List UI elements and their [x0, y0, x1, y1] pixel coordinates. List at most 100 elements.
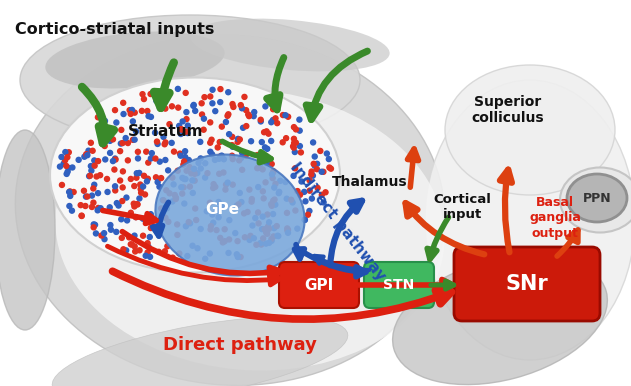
Ellipse shape	[560, 168, 631, 232]
Circle shape	[144, 149, 149, 154]
Ellipse shape	[50, 78, 340, 273]
Circle shape	[126, 158, 131, 163]
Circle shape	[177, 124, 182, 129]
Circle shape	[112, 184, 117, 189]
Circle shape	[208, 227, 213, 232]
Circle shape	[192, 171, 197, 176]
Circle shape	[198, 156, 203, 161]
Circle shape	[210, 212, 215, 217]
Circle shape	[186, 123, 191, 128]
Circle shape	[69, 208, 74, 213]
Circle shape	[183, 176, 188, 181]
Circle shape	[107, 205, 112, 210]
Text: Indirect pathway: Indirect pathway	[287, 160, 389, 284]
Circle shape	[153, 175, 158, 180]
Circle shape	[59, 183, 64, 188]
Circle shape	[274, 121, 280, 126]
Circle shape	[297, 117, 302, 122]
Circle shape	[153, 156, 158, 161]
Circle shape	[242, 95, 247, 99]
Circle shape	[211, 186, 216, 191]
Circle shape	[208, 149, 213, 154]
Text: Superior
colliculus: Superior colliculus	[472, 95, 545, 125]
Circle shape	[199, 112, 204, 117]
Circle shape	[238, 254, 243, 259]
Circle shape	[319, 192, 324, 197]
Circle shape	[262, 227, 267, 232]
Circle shape	[88, 140, 93, 145]
Circle shape	[208, 120, 213, 125]
Circle shape	[114, 229, 119, 234]
Circle shape	[286, 227, 290, 232]
Circle shape	[216, 171, 221, 176]
Circle shape	[223, 187, 228, 192]
Circle shape	[215, 208, 220, 213]
Circle shape	[204, 209, 209, 214]
Circle shape	[255, 152, 260, 157]
Circle shape	[307, 188, 312, 193]
Circle shape	[110, 137, 115, 142]
Circle shape	[259, 155, 264, 160]
Circle shape	[88, 173, 93, 178]
Text: GPI: GPI	[304, 278, 334, 293]
Circle shape	[128, 112, 133, 117]
Circle shape	[162, 97, 167, 102]
Circle shape	[148, 254, 153, 259]
Circle shape	[272, 197, 277, 202]
Circle shape	[276, 234, 281, 239]
Circle shape	[269, 238, 274, 243]
Circle shape	[155, 139, 160, 144]
Circle shape	[264, 129, 269, 134]
Circle shape	[309, 172, 314, 177]
Circle shape	[259, 242, 264, 247]
Circle shape	[263, 180, 268, 185]
Circle shape	[307, 178, 312, 183]
Circle shape	[145, 241, 150, 245]
Circle shape	[247, 113, 252, 119]
Circle shape	[216, 215, 221, 220]
Circle shape	[112, 108, 117, 113]
Circle shape	[217, 206, 222, 211]
Circle shape	[127, 108, 132, 113]
Circle shape	[138, 182, 143, 187]
Ellipse shape	[15, 35, 445, 385]
Circle shape	[150, 151, 155, 156]
Circle shape	[182, 149, 187, 154]
Circle shape	[160, 198, 165, 203]
Circle shape	[105, 176, 110, 181]
Circle shape	[184, 117, 189, 122]
Circle shape	[135, 202, 140, 207]
Circle shape	[68, 193, 73, 198]
Circle shape	[254, 242, 259, 247]
Circle shape	[162, 142, 167, 147]
Circle shape	[213, 185, 218, 190]
Circle shape	[143, 192, 148, 197]
Circle shape	[298, 150, 304, 155]
Circle shape	[198, 227, 203, 232]
Circle shape	[81, 188, 86, 193]
Circle shape	[132, 137, 137, 142]
Circle shape	[157, 159, 162, 164]
Circle shape	[247, 237, 252, 242]
Circle shape	[321, 169, 326, 174]
Circle shape	[119, 127, 124, 132]
Circle shape	[230, 153, 235, 158]
Circle shape	[178, 153, 183, 158]
Circle shape	[203, 256, 208, 261]
Circle shape	[65, 169, 70, 174]
Circle shape	[85, 194, 90, 199]
Circle shape	[133, 249, 138, 254]
Circle shape	[269, 120, 274, 125]
Circle shape	[235, 254, 240, 259]
Circle shape	[84, 152, 89, 157]
Circle shape	[240, 150, 245, 155]
Circle shape	[102, 119, 107, 124]
Circle shape	[278, 178, 283, 183]
Circle shape	[95, 115, 100, 120]
Circle shape	[264, 161, 269, 166]
Circle shape	[315, 185, 320, 190]
Circle shape	[314, 167, 319, 172]
Circle shape	[141, 233, 146, 238]
Circle shape	[179, 185, 184, 190]
Circle shape	[90, 193, 95, 198]
